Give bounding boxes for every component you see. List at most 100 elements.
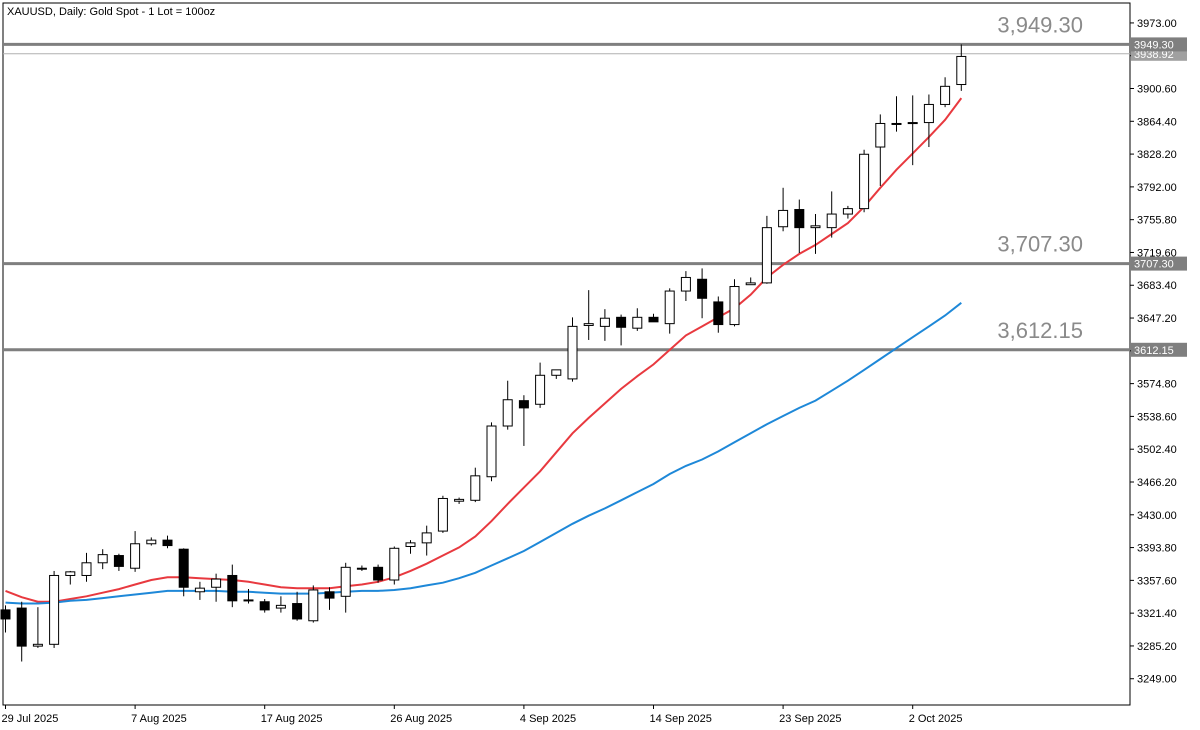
candle-up (97, 554, 108, 564)
candle-up (49, 574, 60, 645)
candle-up (194, 587, 205, 593)
x-tick-label: 26 Aug 2025 (390, 713, 452, 725)
y-tick-label: 3538.60 (1137, 411, 1177, 423)
candle-down (292, 603, 303, 620)
candle-down (227, 574, 238, 602)
candle-down (0, 609, 11, 620)
candle-up (875, 122, 886, 148)
chart-title: XAUUSD, Daily: Gold Spot - 1 Lot = 100oz (7, 6, 215, 18)
candle-up (940, 85, 951, 105)
x-tick-label: 29 Jul 2025 (2, 713, 59, 725)
level-label: 3,612.15 (997, 318, 1083, 343)
candle-down (697, 278, 708, 299)
candle-down (324, 591, 335, 599)
candle-up (761, 227, 772, 284)
y-tick-label: 3393.80 (1137, 543, 1177, 555)
level-price-tag-bg (1131, 37, 1187, 52)
candle-up (907, 122, 918, 125)
x-tick-label: 2 Oct 2025 (909, 713, 963, 725)
candle-up (599, 317, 610, 327)
level-label: 3,949.30 (997, 12, 1083, 37)
y-tick-label: 3719.60 (1137, 247, 1177, 259)
y-tick-label: 3574.80 (1137, 379, 1177, 391)
level-price-tag: 3612.15 (1134, 345, 1174, 357)
candle-up (211, 578, 222, 588)
candle-up (551, 369, 562, 376)
candle-up (437, 497, 448, 532)
candle-up (778, 209, 789, 228)
candle-up (340, 566, 351, 597)
moving-average-blue (5, 302, 962, 605)
candle-up (535, 374, 546, 405)
x-tick-label: 17 Aug 2025 (261, 713, 323, 725)
x-tick-label: 14 Sep 2025 (650, 713, 712, 725)
candle-down (356, 567, 367, 570)
candle-up (243, 599, 254, 602)
candle-up (567, 325, 578, 380)
moving-average-red (5, 97, 963, 603)
y-tick-label: 3430.00 (1137, 510, 1177, 522)
candle-down (113, 555, 124, 567)
candle-up (470, 475, 481, 501)
x-tick-label: 7 Aug 2025 (131, 713, 187, 725)
y-tick-label: 3755.80 (1137, 215, 1177, 227)
candle-up (421, 532, 432, 544)
y-tick-label: 3973.00 (1137, 18, 1177, 30)
ma-red-line (5, 97, 963, 603)
candle-down (373, 566, 384, 581)
y-tick-label: 3502.40 (1137, 444, 1177, 456)
ma-blue-line (5, 302, 962, 605)
candle-up (502, 399, 513, 427)
candle-up (275, 604, 286, 609)
candle-down (616, 316, 627, 328)
candle-down (713, 301, 724, 326)
candle-up (81, 562, 92, 576)
candle-down (16, 607, 27, 647)
candle-up (891, 122, 902, 125)
x-tick-label: 4 Sep 2025 (520, 713, 576, 725)
chart-frame (2, 2, 1131, 706)
y-tick-label: 3466.20 (1137, 477, 1177, 489)
time-axis[interactable]: 29 Jul 2025 7 Aug 2025 17 Aug 2025 26 Aug 2… (2, 705, 963, 725)
candle-up (680, 276, 691, 292)
candle-down (162, 539, 173, 547)
candle-up (729, 286, 740, 326)
candle-up (923, 103, 934, 124)
candle-up (454, 498, 465, 502)
candle-up (32, 643, 43, 647)
y-tick-label: 3249.00 (1137, 674, 1177, 686)
x-tick-label: 23 Sep 2025 (779, 713, 841, 725)
level-price-tag: 3707.30 (1134, 259, 1174, 271)
candle-down (518, 400, 529, 409)
candle-up (308, 589, 319, 622)
level-price-tag: 3949.30 (1134, 39, 1174, 51)
y-tick-label: 3357.60 (1137, 575, 1177, 587)
candle-up (810, 225, 821, 229)
candle-down (178, 548, 189, 588)
horizontal-levels[interactable]: 3,949.30 3,707.30 3,612.15 (3, 12, 1130, 352)
candle-up (664, 290, 675, 325)
candle-up (632, 316, 643, 329)
candle-up (405, 542, 416, 547)
candlestick-series (0, 44, 967, 662)
current-price-tag: 3938.92 (1134, 49, 1174, 61)
y-tick-label: 3792.00 (1137, 182, 1177, 194)
candle-up (842, 208, 853, 215)
y-tick-label: 3900.60 (1137, 84, 1177, 96)
candle-up (389, 547, 400, 581)
level-price-tag-bg (1131, 342, 1187, 357)
candle-up (956, 55, 967, 86)
candle-up (583, 323, 594, 326)
y-tick-label: 3285.20 (1137, 641, 1177, 653)
level-price-tag-bg (1131, 256, 1187, 271)
y-tick-label: 3864.40 (1137, 116, 1177, 128)
level-label: 3,707.30 (997, 232, 1083, 257)
candle-up (859, 153, 870, 210)
y-tick-label: 3683.40 (1137, 280, 1177, 292)
candle-up (486, 425, 497, 478)
y-tick-label: 3828.20 (1137, 149, 1177, 161)
price-axis[interactable]: 3973.003936.803900.603864.403828.203792.… (1130, 18, 1177, 686)
candle-up (130, 543, 141, 569)
